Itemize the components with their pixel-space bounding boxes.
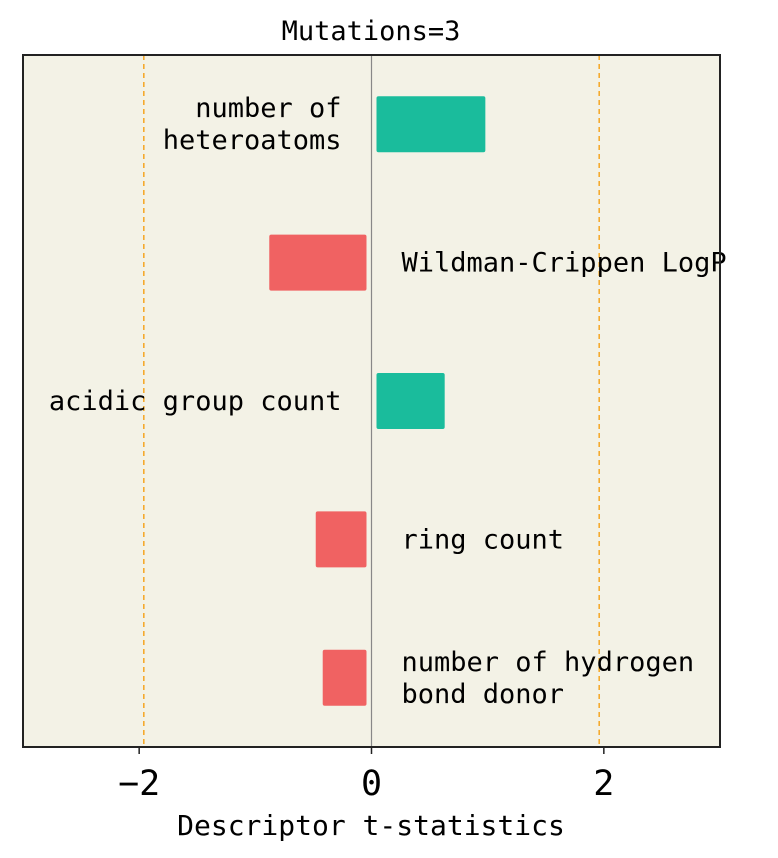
bar-label-line: acidic group count	[49, 386, 342, 417]
bar-3	[315, 511, 367, 568]
x-axis-label: Descriptor t-statistics	[177, 809, 565, 842]
bar-0	[376, 96, 486, 153]
chart-title: Mutations=3	[282, 16, 461, 47]
bar-label-line: ring count	[402, 524, 565, 555]
x-tick-label: 2	[593, 764, 614, 804]
bar-label-line: Wildman-Crippen LogP	[402, 248, 727, 279]
bar-label-line: bond donor	[402, 679, 565, 710]
bar-labels: number of heteroatoms Wildman-Crippen LogP…	[49, 93, 727, 710]
bar-label-1: Wildman-Crippen LogP	[402, 248, 727, 279]
bar-label-line: number of	[195, 93, 341, 124]
bar-label-2: acidic group count	[49, 386, 342, 417]
reference-lines	[143, 55, 600, 747]
bar-4	[322, 649, 367, 706]
x-ticks: −2 0 2	[118, 747, 614, 804]
bar-label-line: number of hydrogen	[402, 647, 695, 678]
bar-label-line: heteroatoms	[163, 125, 342, 156]
bar-label-3: ring count	[402, 524, 565, 555]
x-tick-label: 0	[361, 764, 382, 804]
bar-1	[269, 234, 367, 291]
bars	[269, 96, 486, 706]
bar-label-4: number of hydrogen bond donor	[402, 647, 695, 710]
bar-2	[376, 373, 445, 429]
bar-label-0: number of heteroatoms	[163, 93, 342, 156]
x-tick-label: −2	[118, 764, 160, 804]
